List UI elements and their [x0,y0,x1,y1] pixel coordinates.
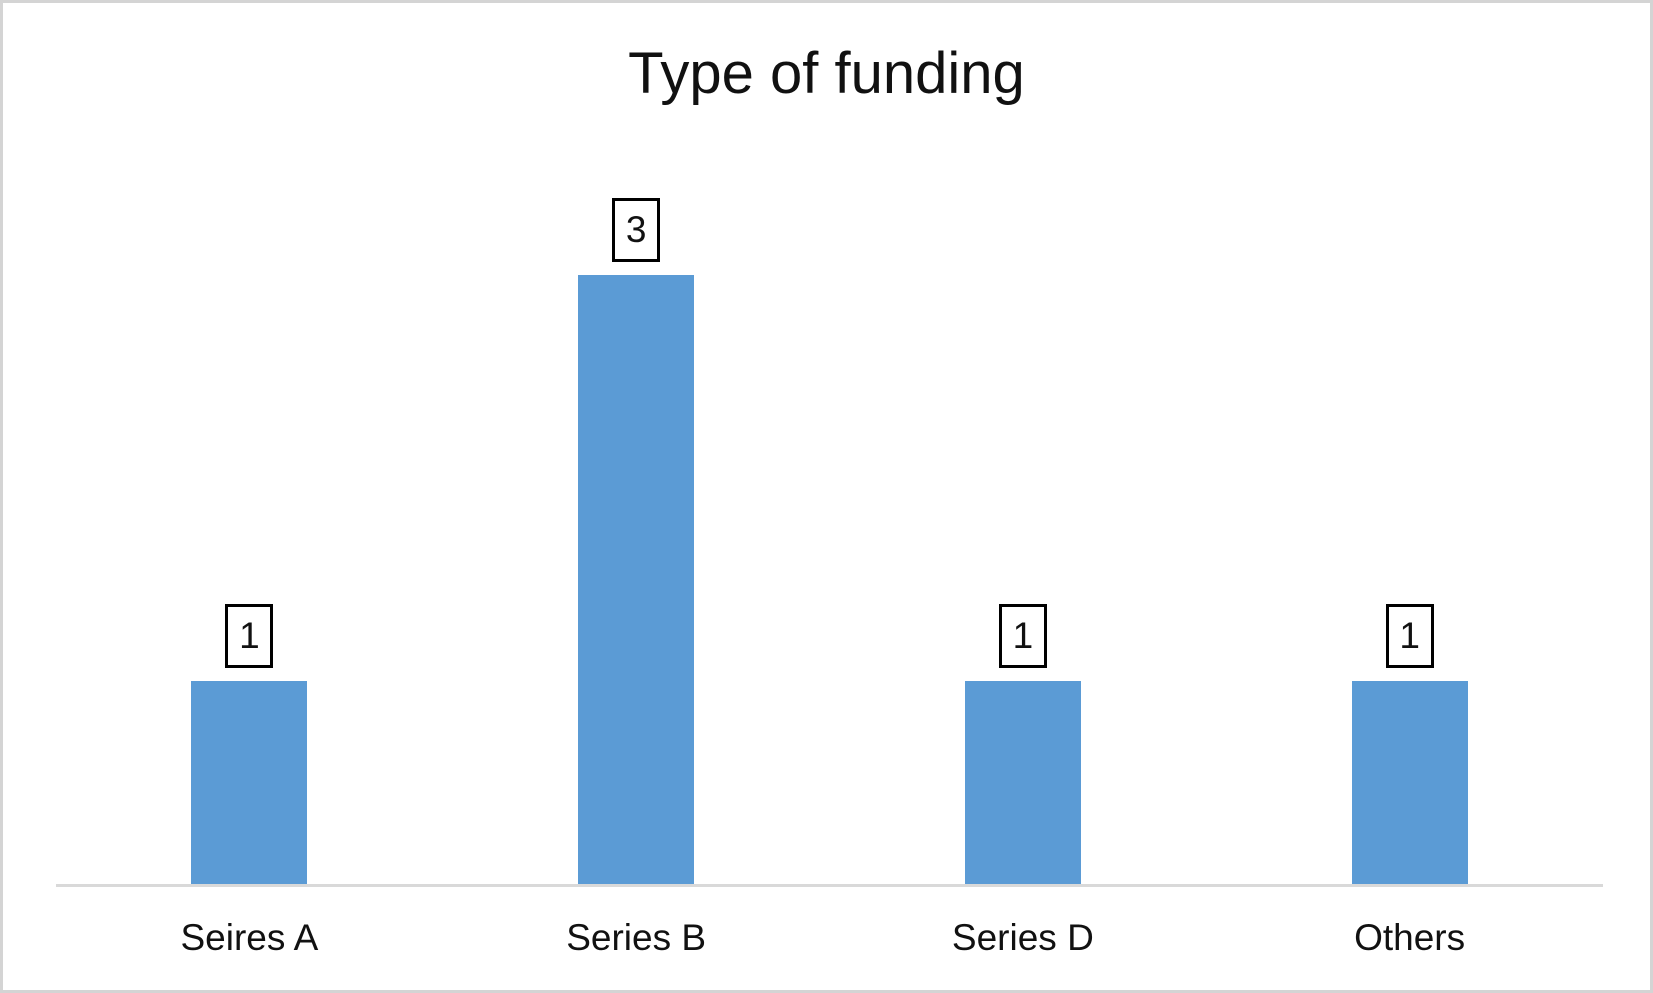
bar-4 [1351,681,1468,884]
bar-2 [578,275,695,884]
data-label-box: 3 [612,198,661,262]
bar-slot-2: 3 [443,3,830,884]
bar-slot-4: 1 [1216,3,1603,884]
bar-3 [964,681,1081,884]
category-label-4: Others [1354,917,1466,958]
x-axis-line [56,884,1603,887]
category-label-3: Series D [951,917,1094,958]
chart-title: Type of funding [628,41,1025,106]
plot-area: 1 3 1 1 [56,3,1603,884]
bar-slot-3: 1 [830,3,1217,884]
data-label-box: 1 [1385,604,1434,668]
bar-slot-1: 1 [56,3,443,884]
bar-1 [191,681,308,884]
x-axis-labels: Seires A Series B Series D Others [56,908,1603,968]
category-label-2: Series B [566,917,707,958]
data-label-box: 1 [998,604,1047,668]
category-label-1: Seires A [180,917,319,958]
data-label-box: 1 [225,604,274,668]
